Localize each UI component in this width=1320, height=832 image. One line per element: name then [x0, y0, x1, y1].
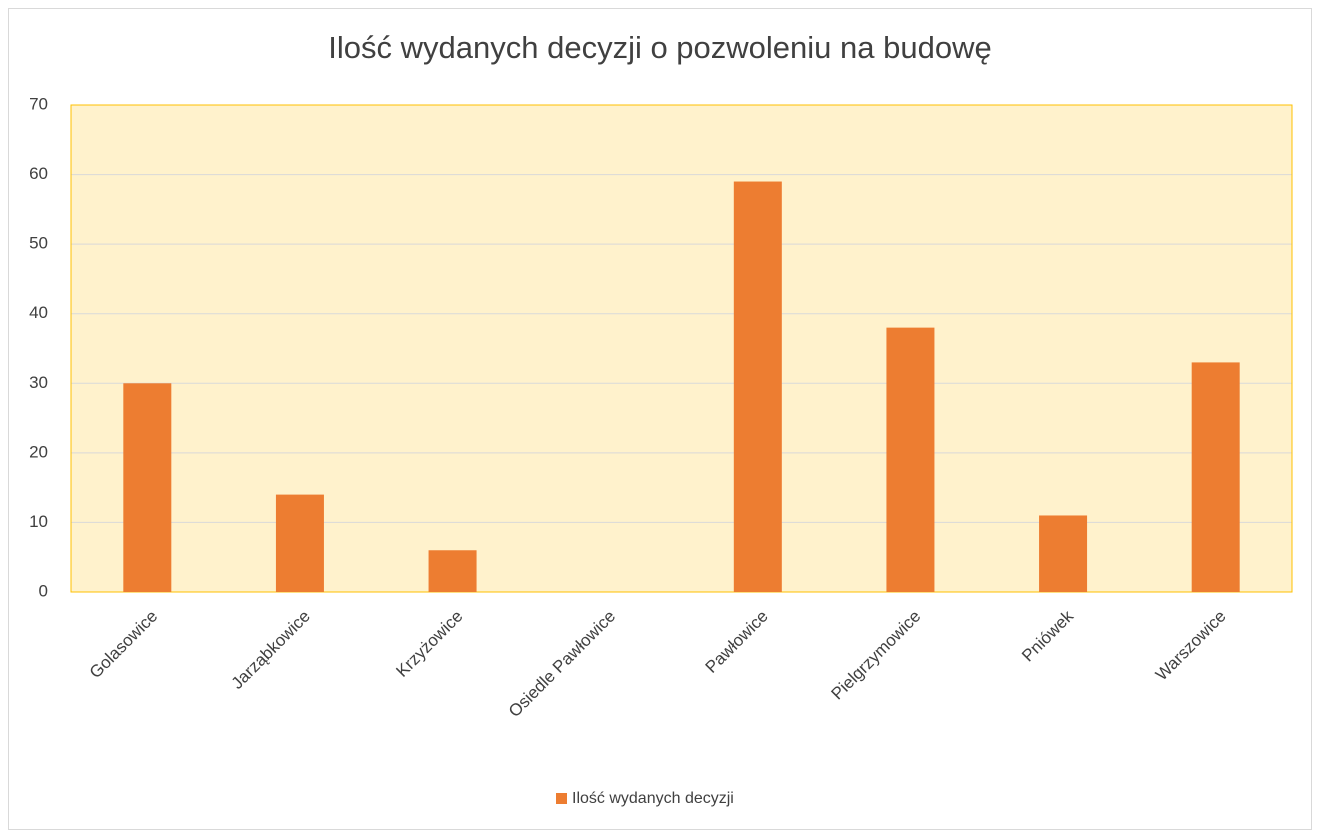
y-tick-label: 70 — [29, 94, 48, 113]
chart-title: Ilość wydanych decyzji o pozwoleniu na b… — [328, 30, 991, 65]
y-tick-label: 20 — [29, 442, 48, 461]
bar — [123, 383, 172, 592]
y-tick-label: 10 — [29, 512, 48, 531]
plot-border — [70, 104, 1293, 593]
bar — [1039, 515, 1088, 592]
y-tick-label: 50 — [29, 234, 48, 253]
bar — [886, 327, 935, 592]
bar — [428, 550, 477, 592]
y-tick-label: 60 — [29, 164, 48, 183]
legend-label: Ilość wydanych decyzji — [572, 790, 734, 807]
plot-area — [71, 105, 1292, 592]
bar — [1191, 362, 1240, 592]
y-tick-label: 30 — [29, 373, 48, 392]
y-tick-label: 0 — [39, 581, 48, 600]
legend-swatch — [556, 793, 567, 804]
y-tick-label: 40 — [29, 303, 48, 322]
bar — [275, 494, 324, 592]
bar — [733, 181, 782, 592]
